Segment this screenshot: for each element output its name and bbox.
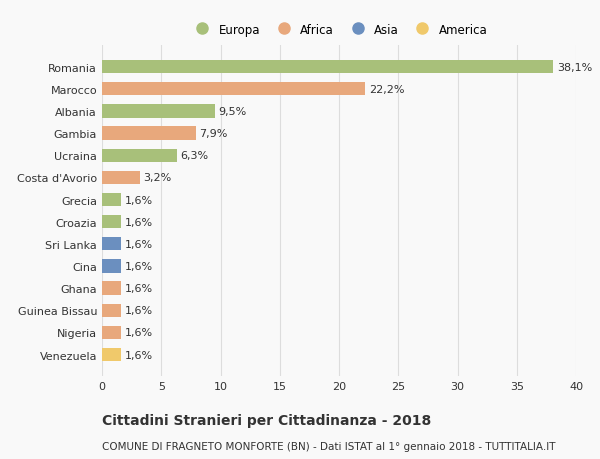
Bar [102, 282, 121, 295]
Text: 6,3%: 6,3% [180, 151, 208, 161]
Bar [102, 260, 121, 273]
Text: 1,6%: 1,6% [125, 239, 152, 249]
Text: 1,6%: 1,6% [125, 350, 152, 360]
Text: 1,6%: 1,6% [125, 217, 152, 227]
Bar [102, 216, 121, 229]
Text: 7,9%: 7,9% [199, 129, 227, 139]
Bar [102, 149, 176, 162]
Bar [102, 348, 121, 361]
Bar [102, 105, 215, 118]
Text: 9,5%: 9,5% [218, 107, 247, 117]
Bar [102, 61, 553, 74]
Text: COMUNE DI FRAGNETO MONFORTE (BN) - Dati ISTAT al 1° gennaio 2018 - TUTTITALIA.IT: COMUNE DI FRAGNETO MONFORTE (BN) - Dati … [102, 441, 556, 451]
Text: 22,2%: 22,2% [368, 84, 404, 95]
Text: Cittadini Stranieri per Cittadinanza - 2018: Cittadini Stranieri per Cittadinanza - 2… [102, 413, 431, 427]
Bar [102, 238, 121, 251]
Text: 1,6%: 1,6% [125, 284, 152, 293]
Bar [102, 171, 140, 185]
Bar [102, 83, 365, 96]
Bar [102, 326, 121, 339]
Text: 1,6%: 1,6% [125, 328, 152, 338]
Text: 1,6%: 1,6% [125, 261, 152, 271]
Text: 1,6%: 1,6% [125, 306, 152, 315]
Bar [102, 304, 121, 317]
Text: 38,1%: 38,1% [557, 62, 592, 73]
Text: 3,2%: 3,2% [143, 173, 172, 183]
Text: 1,6%: 1,6% [125, 195, 152, 205]
Legend: Europa, Africa, Asia, America: Europa, Africa, Asia, America [185, 19, 493, 41]
Bar [102, 193, 121, 207]
Bar [102, 127, 196, 140]
